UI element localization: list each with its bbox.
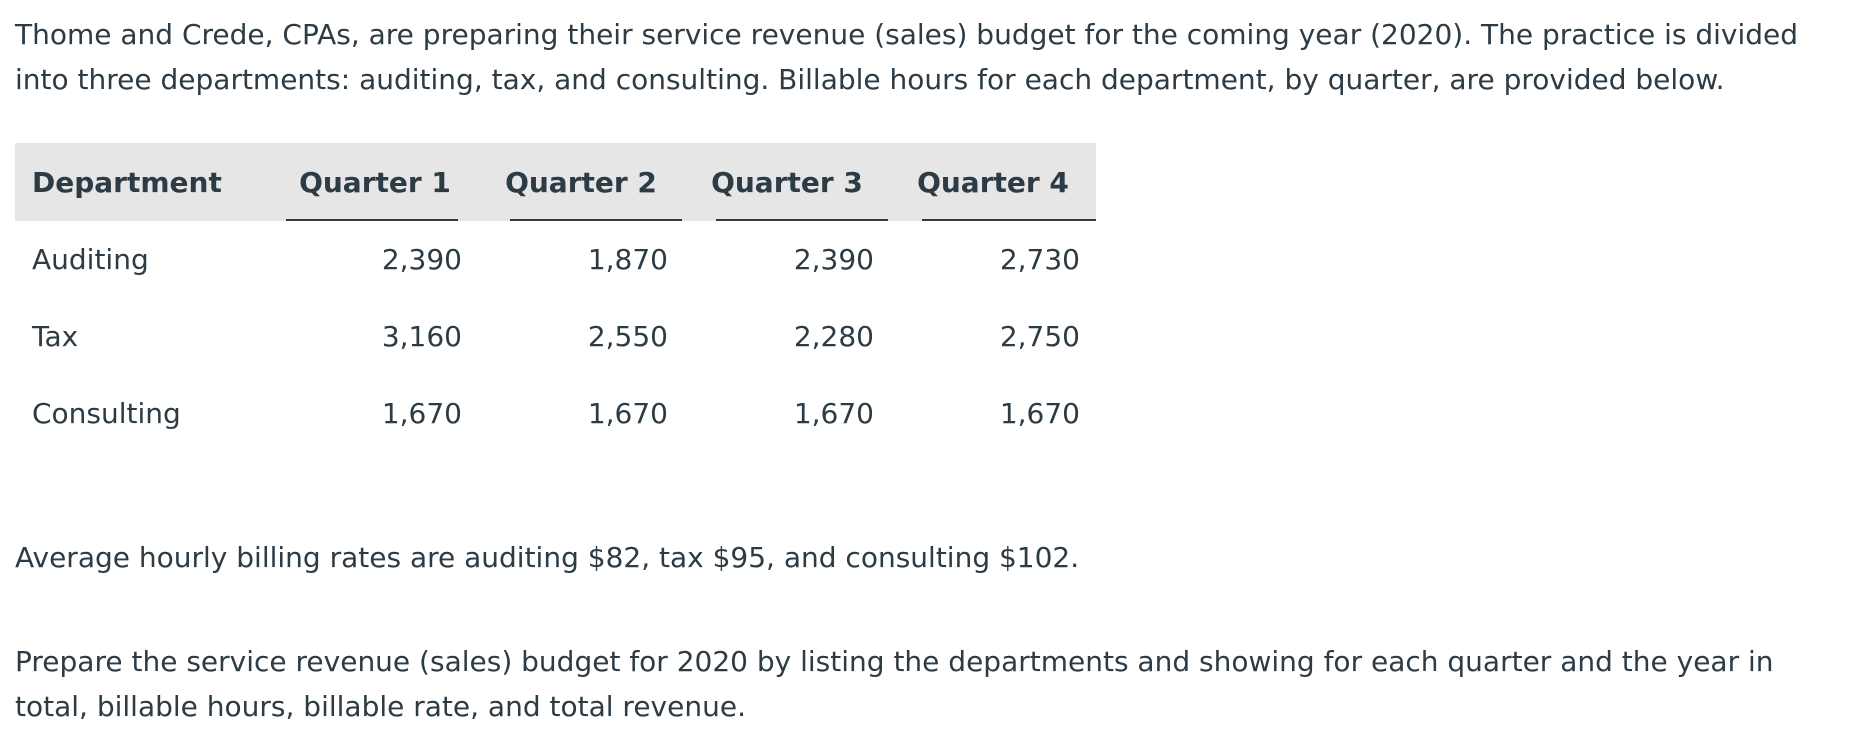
- header-quarter-1: Quarter 1: [272, 143, 478, 221]
- hours-cell: 1,670: [999, 397, 1080, 430]
- hours-cell: 2,390: [793, 243, 874, 276]
- hours-cell: 2,750: [999, 320, 1080, 353]
- header-quarter-2: Quarter 2: [478, 143, 684, 221]
- hours-cell: 2,280: [793, 320, 874, 353]
- hours-cell: 2,550: [587, 320, 668, 353]
- hours-cell: 1,670: [793, 397, 874, 430]
- table-header-row: Department Quarter 1 Quarter 2 Quarter 3…: [15, 143, 1096, 221]
- billable-hours-table: Department Quarter 1 Quarter 2 Quarter 3…: [15, 143, 1096, 452]
- table-row: Tax 3,160 2,550 2,280 2,750: [15, 298, 1096, 375]
- table-row: Auditing 2,390 1,870 2,390 2,730: [15, 221, 1096, 298]
- hours-cell: 2,390: [381, 243, 462, 276]
- department-cell: Auditing: [32, 243, 149, 276]
- hours-cell: 1,670: [381, 397, 462, 430]
- department-cell: Consulting: [32, 397, 181, 430]
- header-quarter-3: Quarter 3: [684, 143, 890, 221]
- instruction-paragraph: Prepare the service revenue (sales) budg…: [15, 645, 1774, 723]
- intro-paragraph: Thome and Crede, CPAs, are preparing the…: [15, 18, 1799, 96]
- hours-cell: 3,160: [381, 320, 462, 353]
- hours-cell: 2,730: [999, 243, 1080, 276]
- department-cell: Tax: [32, 320, 79, 353]
- header-quarter-4: Quarter 4: [890, 143, 1096, 221]
- hours-cell: 1,670: [587, 397, 668, 430]
- billing-rates-paragraph: Average hourly billing rates are auditin…: [15, 541, 1080, 574]
- problem-statement: Thome and Crede, CPAs, are preparing the…: [15, 12, 1835, 723]
- header-department: Department: [15, 143, 272, 221]
- hours-cell: 1,870: [587, 243, 668, 276]
- table-row: Consulting 1,670 1,670 1,670 1,670: [15, 375, 1096, 452]
